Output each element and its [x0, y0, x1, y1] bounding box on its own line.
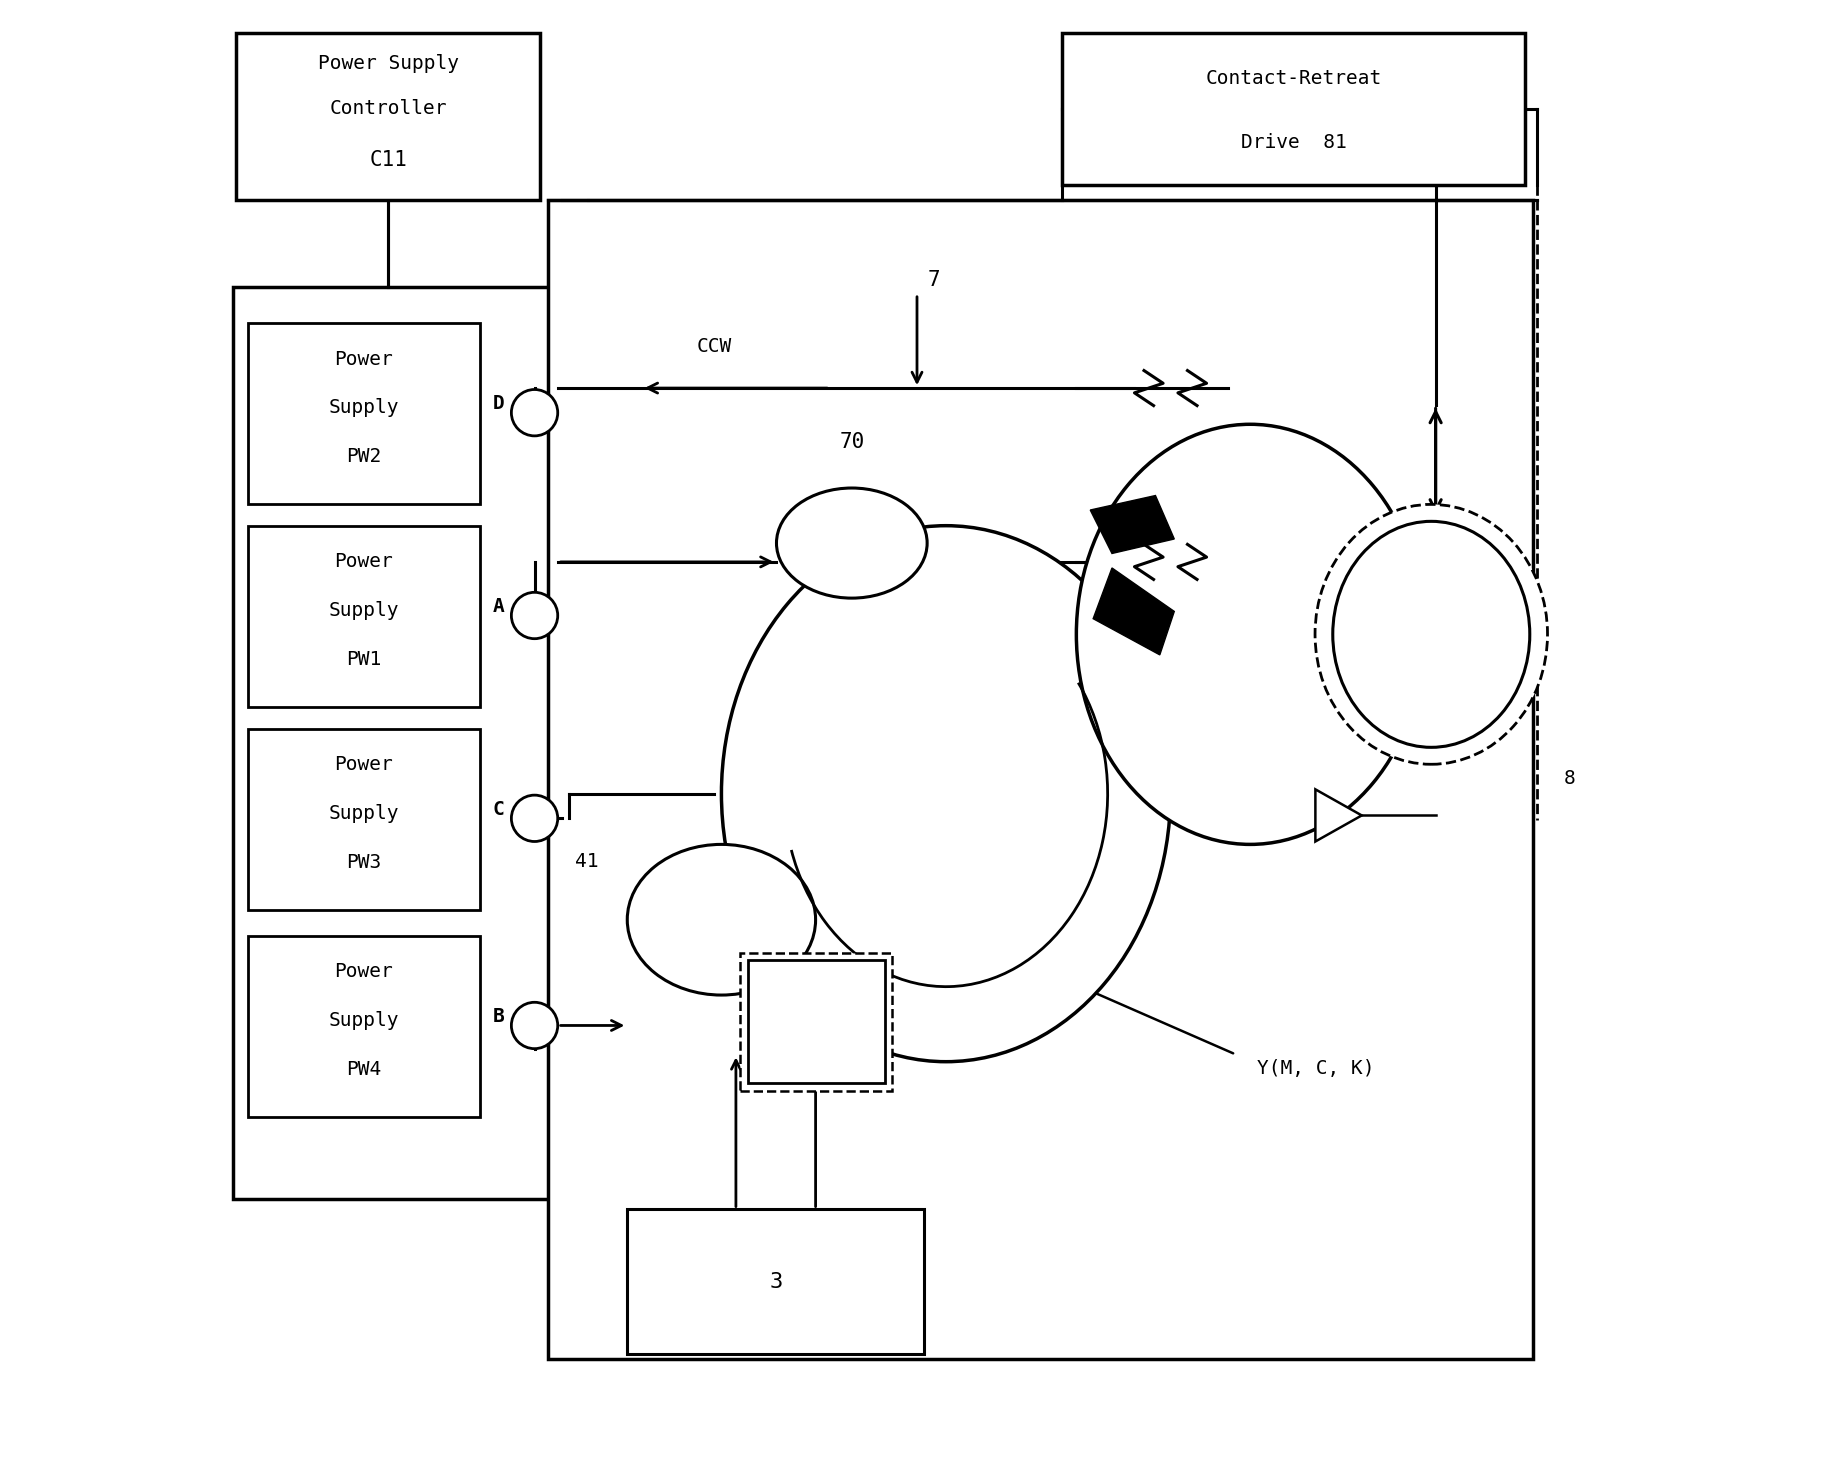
Bar	[248, 323, 479, 504]
Text: B: B	[493, 1007, 504, 1026]
Text: C: C	[493, 800, 504, 819]
Text: Supply: Supply	[328, 398, 398, 418]
Bar	[248, 935, 479, 1116]
Ellipse shape	[721, 526, 1170, 1062]
Circle shape	[512, 389, 558, 436]
Bar	[741, 953, 893, 1091]
Text: Power Supply: Power Supply	[317, 54, 458, 73]
Text: Supply: Supply	[328, 1011, 398, 1030]
Polygon shape	[1089, 495, 1174, 554]
Circle shape	[512, 593, 558, 638]
Text: 1: 1	[954, 739, 968, 762]
Ellipse shape	[1315, 504, 1548, 765]
Text: Drive  81: Drive 81	[1242, 133, 1346, 152]
Bar	[248, 526, 479, 707]
Circle shape	[512, 796, 558, 842]
Bar	[1062, 34, 1526, 185]
Text: PW1: PW1	[347, 650, 381, 669]
Text: 3: 3	[768, 1272, 783, 1292]
Text: PW3: PW3	[347, 852, 381, 871]
Text: Power: Power	[334, 552, 392, 571]
Text: 8: 8	[1425, 603, 1438, 622]
Bar	[237, 34, 541, 200]
Bar	[627, 1209, 924, 1355]
Text: 6: 6	[1199, 624, 1210, 643]
Text: 70: 70	[840, 431, 864, 452]
Ellipse shape	[1333, 522, 1530, 747]
Text: Y(M, C, K): Y(M, C, K)	[1256, 1059, 1374, 1078]
Text: S: S	[1392, 654, 1403, 672]
Text: A: A	[493, 597, 504, 616]
Polygon shape	[1093, 568, 1174, 654]
Text: Contact-Retreat: Contact-Retreat	[1205, 70, 1381, 89]
Text: 8: 8	[1563, 769, 1575, 788]
Text: Se: Se	[1278, 800, 1300, 817]
Text: Supply: Supply	[328, 804, 398, 823]
Text: Supply: Supply	[328, 602, 398, 621]
Bar	[748, 960, 886, 1084]
Text: C11: C11	[369, 150, 407, 170]
Ellipse shape	[776, 488, 928, 599]
Bar	[248, 728, 479, 909]
Text: Power: Power	[334, 755, 392, 774]
Text: Power: Power	[334, 350, 392, 369]
Text: PW2: PW2	[347, 447, 381, 466]
Text: 7: 7	[928, 270, 941, 290]
Text: Power: Power	[334, 963, 392, 982]
Bar	[233, 287, 589, 1199]
Text: PW4: PW4	[347, 1061, 381, 1080]
Text: Controller: Controller	[330, 99, 447, 118]
Text: 5: 5	[1207, 514, 1218, 535]
Ellipse shape	[627, 845, 816, 995]
Text: 71 N: 71 N	[1190, 581, 1238, 600]
Ellipse shape	[1077, 424, 1423, 845]
Bar	[548, 200, 1533, 1359]
Text: D: D	[493, 395, 504, 414]
Circle shape	[512, 1002, 558, 1049]
Text: 2: 2	[811, 1000, 822, 1018]
Polygon shape	[1315, 790, 1361, 842]
Text: CCW: CCW	[697, 337, 732, 356]
Text: 41: 41	[574, 852, 598, 871]
